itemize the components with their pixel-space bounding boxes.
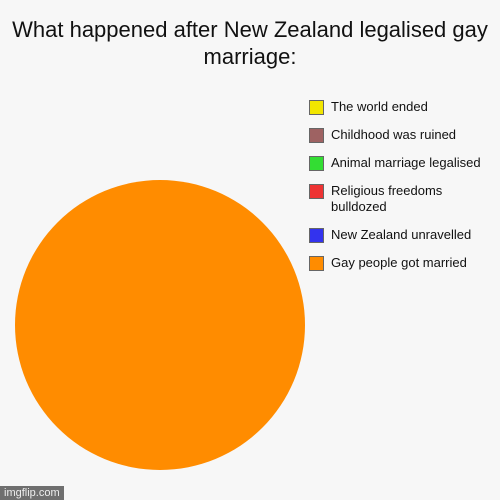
legend-item: Religious freedoms bulldozed <box>309 183 494 215</box>
legend-label: Childhood was ruined <box>331 127 457 142</box>
legend-swatch <box>309 156 324 171</box>
legend-label: Gay people got married <box>331 255 467 270</box>
legend-item: Gay people got married <box>309 255 494 271</box>
legend-swatch <box>309 184 324 199</box>
legend-item: Childhood was ruined <box>309 127 494 143</box>
legend-label: New Zealand unravelled <box>331 227 472 242</box>
legend-label: Religious freedoms bulldozed <box>331 183 443 214</box>
watermark: imgflip.com <box>0 486 64 500</box>
legend-swatch <box>309 100 324 115</box>
pie-slice <box>15 180 305 470</box>
legend-item: Animal marriage legalised <box>309 155 494 171</box>
legend-item: New Zealand unravelled <box>309 227 494 243</box>
legend: The world ended Childhood was ruined Anima… <box>309 99 494 271</box>
legend-swatch <box>309 256 324 271</box>
legend-label: Animal marriage legalised <box>331 155 481 170</box>
chart-title: What happened after New Zealand legalise… <box>12 17 488 69</box>
legend-swatch <box>309 228 324 243</box>
legend-item: The world ended <box>309 99 494 115</box>
legend-label: The world ended <box>331 99 428 114</box>
legend-swatch <box>309 128 324 143</box>
